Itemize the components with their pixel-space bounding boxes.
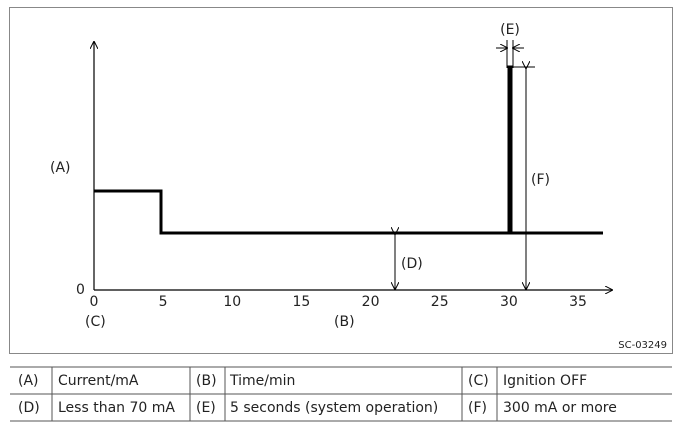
y-axis-label: (A) [50,160,71,176]
figure-code: SC-03249 [618,340,667,351]
origin-caption: (C) [85,314,106,330]
table-cell: 5 seconds (system operation) [230,400,438,416]
table-cell: (A) [18,373,39,389]
table-cell: Time/min [229,373,295,389]
annotation: (F) [531,172,550,188]
table-cell: (F) [468,400,487,416]
annotation: (E) [500,22,520,38]
x-tick-label: 20 [362,294,380,310]
table-cell: (C) [468,373,489,389]
y-origin-label: 0 [76,282,85,298]
table-cell: (E) [196,400,216,416]
x-tick-label: 10 [223,294,241,310]
current-profile [94,65,603,235]
annotation: (D) [401,256,423,272]
table-cell: Ignition OFF [503,373,587,389]
x-tick-label: 35 [569,294,587,310]
x-tick-label: 30 [500,294,518,310]
table-cell: Less than 70 mA [58,400,175,416]
x-axis-caption: (B) [334,314,355,330]
table-cell: (B) [196,373,217,389]
x-tick-label: 15 [293,294,311,310]
legend-table: (A) Current/mA (B) Time/min (C) Ignition OFF (… [10,366,672,422]
x-tick-label: 0 [90,294,99,310]
table-cell: 300 mA or more [503,400,617,416]
x-tick-label: 25 [431,294,449,310]
table-cell: (D) [18,400,40,416]
table-cell: Current/mA [58,373,139,389]
x-tick-label: 5 [159,294,168,310]
frame [9,7,673,354]
